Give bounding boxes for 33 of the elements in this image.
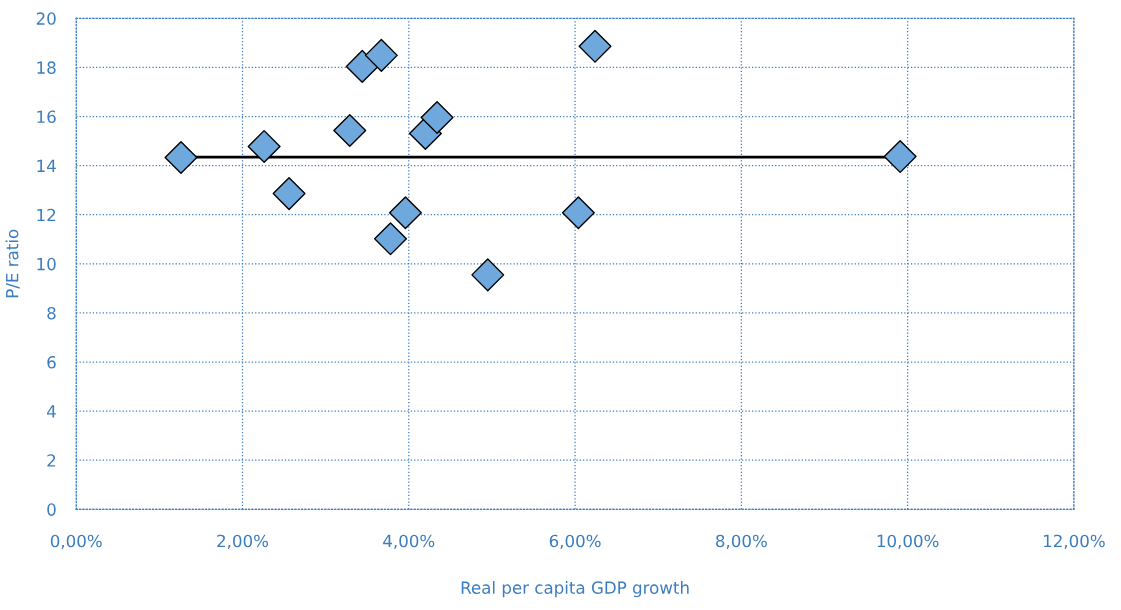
x-tick-label: 10,00% — [877, 534, 939, 549]
y-tick-label: 16 — [37, 110, 56, 124]
x-axis-title: Real per capita GDP growth — [461, 581, 689, 598]
y-tick-label: 18 — [37, 61, 56, 74]
point — [333, 113, 367, 148]
x-tick-label: 0,00% — [50, 534, 102, 549]
y-tick-label: 0 — [47, 503, 56, 516]
point — [345, 49, 379, 83]
point — [272, 177, 306, 211]
y-tick-label: 10 — [37, 257, 56, 271]
x-tick-label: 12,00% — [1043, 534, 1105, 549]
point — [420, 100, 454, 135]
y-axis-title: P/E ratio — [5, 229, 20, 298]
point — [883, 139, 917, 174]
y-tick-label: 8 — [47, 306, 56, 320]
y-tick-label: 12 — [37, 208, 56, 222]
y-tick-label: 2 — [47, 454, 56, 467]
y-tick-label: 4 — [46, 405, 56, 418]
y-tick-label: 20 — [36, 12, 56, 25]
x-tick-label: 4,00% — [383, 534, 435, 549]
point — [561, 196, 595, 230]
point — [364, 38, 398, 72]
point — [471, 258, 505, 292]
point — [164, 140, 198, 175]
y-tick-label: 14 — [37, 159, 56, 172]
y-tick-label: 6 — [47, 356, 56, 369]
x-tick-label: 2,00% — [217, 534, 269, 549]
point — [373, 222, 408, 256]
point — [388, 196, 422, 230]
x-tick-label: 8,00% — [716, 534, 767, 549]
point — [247, 129, 281, 163]
point — [578, 29, 612, 63]
x-tick-label: 6,00% — [549, 534, 601, 549]
